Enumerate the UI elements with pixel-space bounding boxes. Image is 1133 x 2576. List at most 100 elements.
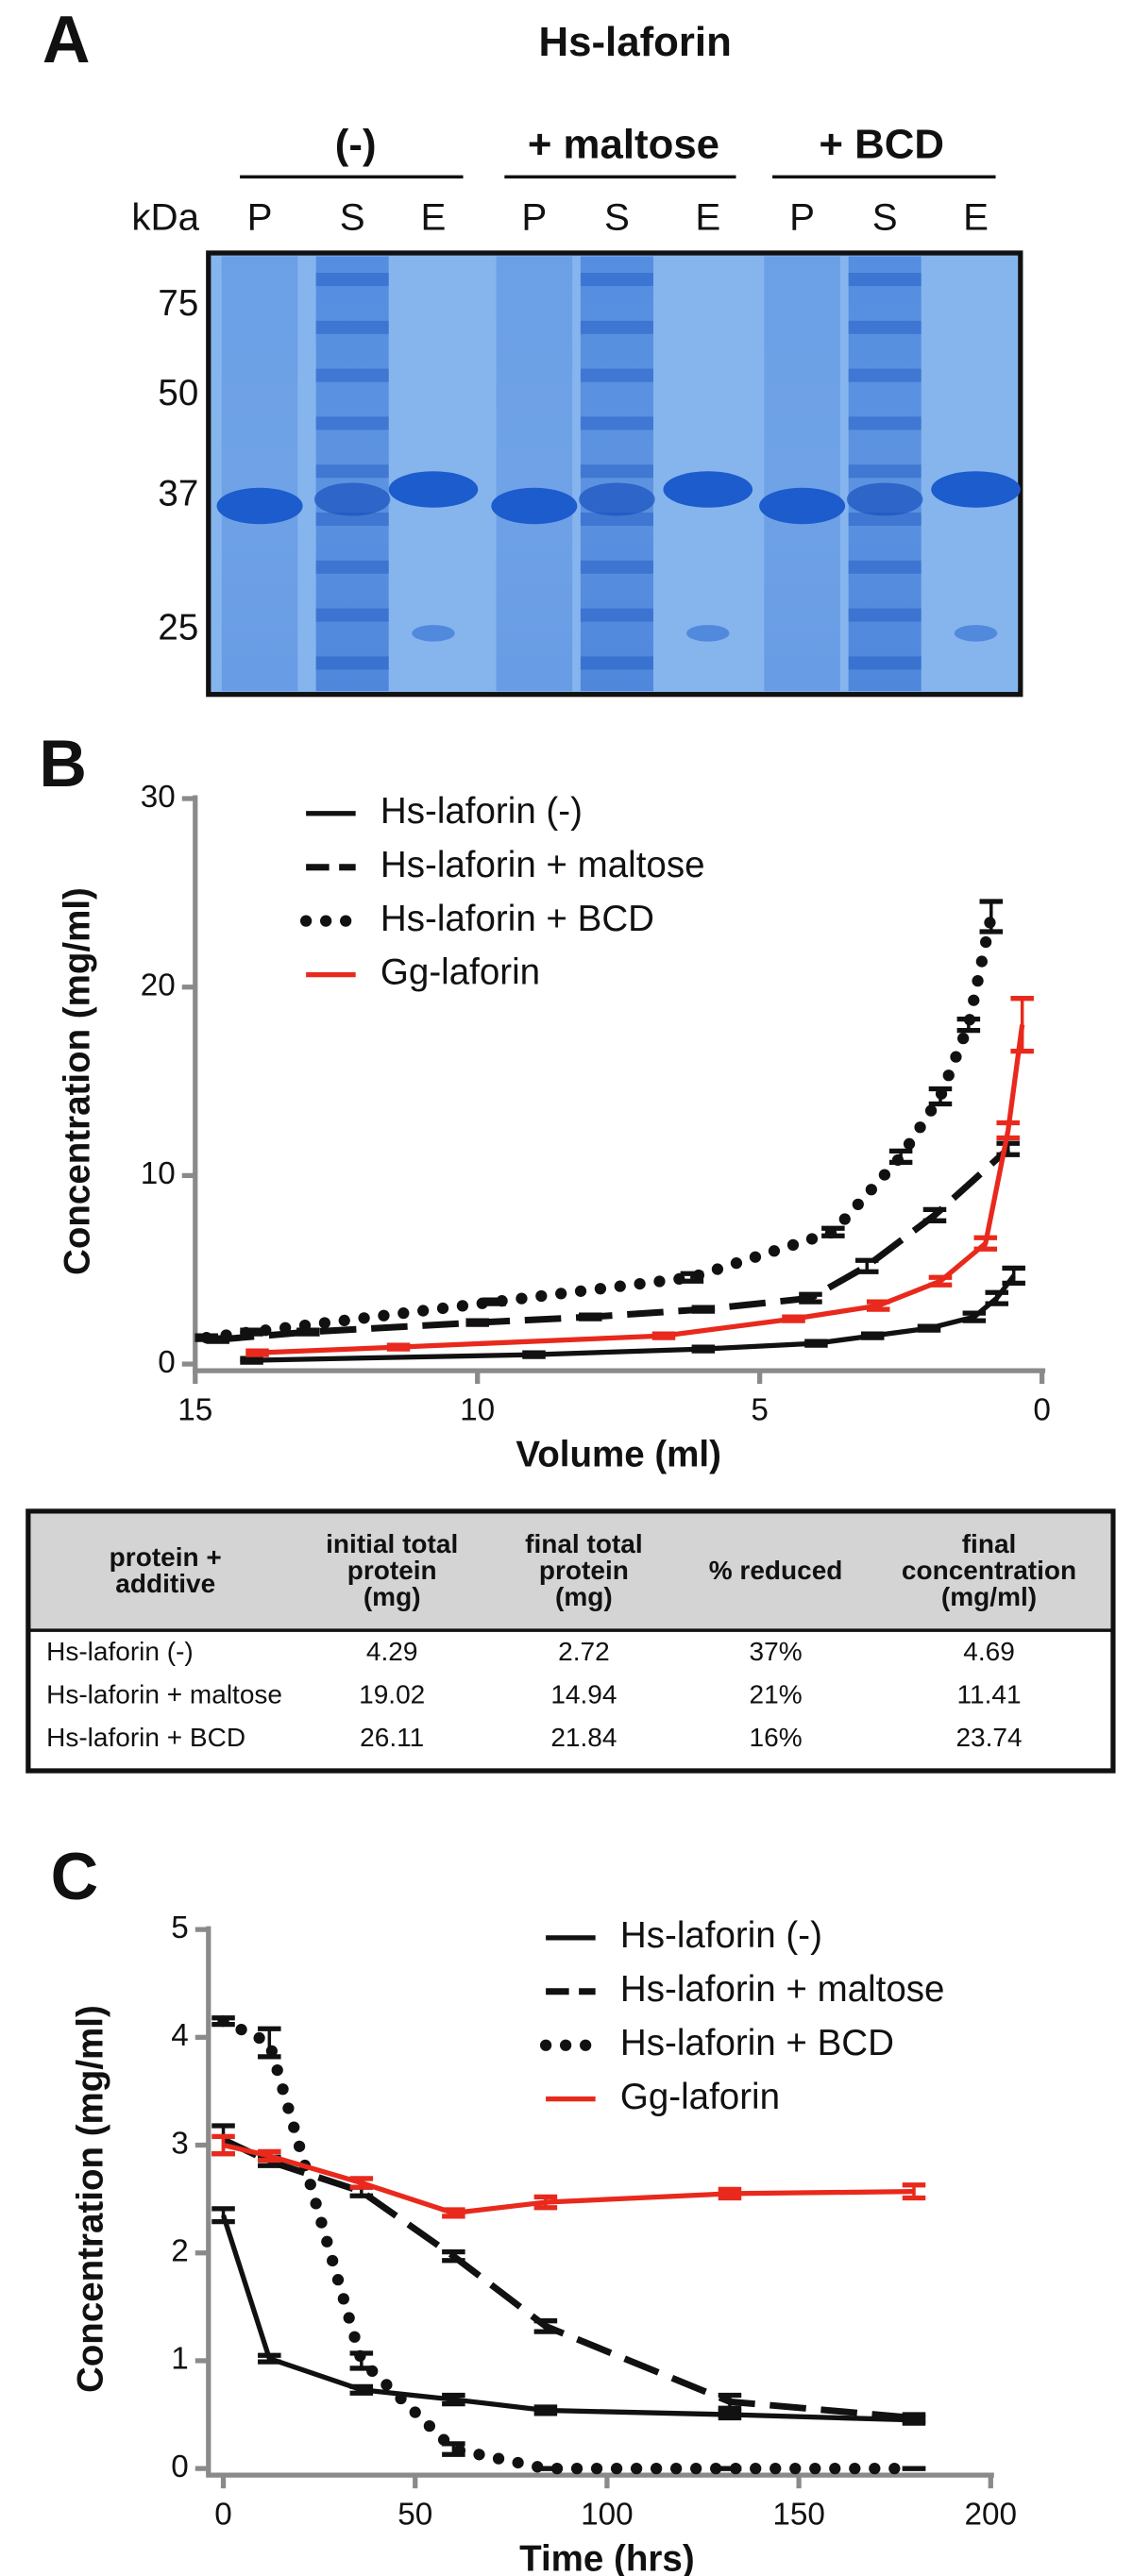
x-axis-title: Time (hrs) <box>519 2538 695 2576</box>
error-bar <box>718 2186 742 2201</box>
table-cell: 4.29 <box>366 1637 418 1666</box>
y-tick-label: 0 <box>171 2450 189 2484</box>
error-bar <box>533 2404 558 2416</box>
table-cell: 23.74 <box>955 1723 1022 1752</box>
table-cell: 19.02 <box>359 1680 425 1709</box>
table-cell: 4.69 <box>963 1637 1015 1666</box>
table-header: protein <box>539 1556 629 1585</box>
error-bar <box>888 1148 913 1166</box>
table-cell: 26.11 <box>360 1723 424 1752</box>
error-bar <box>442 2392 465 2407</box>
band <box>846 482 923 516</box>
error-bar <box>482 1297 506 1306</box>
table-header: concentration <box>902 1556 1076 1585</box>
table-header: final <box>962 1529 1017 1558</box>
error-bar <box>442 2248 465 2264</box>
panel-label: A <box>42 3 91 76</box>
band <box>954 625 998 642</box>
band <box>848 656 922 670</box>
table-cell: Hs-laforin + maltose <box>46 1680 282 1709</box>
error-bar <box>258 2148 281 2164</box>
error-bar <box>902 2412 926 2424</box>
band <box>759 487 846 525</box>
error-bar <box>296 1327 320 1337</box>
error-bar <box>442 2207 465 2219</box>
x-axis-title: Volume (ml) <box>516 1434 721 1474</box>
table-header: initial total <box>326 1529 458 1558</box>
table-header: (mg/ml) <box>941 1582 1037 1611</box>
lane-label: P <box>521 196 547 239</box>
lane-label: S <box>872 196 898 239</box>
error-bar <box>211 2133 235 2157</box>
error-bar <box>799 1291 822 1305</box>
band <box>579 482 655 516</box>
x-tick-label: 5 <box>751 1393 769 1428</box>
error-bar <box>973 1235 998 1252</box>
table-header: protein + <box>110 1542 222 1572</box>
band <box>848 512 922 527</box>
legend-label: Hs-laforin + maltose <box>380 845 705 885</box>
error-bar <box>985 1289 1009 1306</box>
x-tick-label: 15 <box>178 1393 212 1428</box>
band <box>848 320 922 334</box>
table-header: protein <box>347 1556 437 1585</box>
unit-label: kDa <box>131 196 199 239</box>
y-tick-label: 2 <box>171 2234 189 2269</box>
error-bar <box>821 1225 845 1238</box>
y-axis-title: Concentration (mg/ml) <box>57 887 97 1275</box>
lane-label: S <box>340 196 365 239</box>
y-tick-label: 10 <box>141 1156 176 1191</box>
band <box>848 560 922 574</box>
table-cell: 37% <box>750 1637 803 1666</box>
band <box>315 656 389 670</box>
band <box>580 464 653 479</box>
group-label: + maltose <box>528 121 719 167</box>
table-cell: 21.84 <box>550 1723 617 1752</box>
lane-smear <box>848 256 922 692</box>
band <box>848 416 922 430</box>
error-bar <box>533 2318 558 2334</box>
error-bar <box>680 1271 704 1284</box>
lane-smear <box>764 256 840 692</box>
lane-label: E <box>963 196 989 239</box>
x-tick-label: 0 <box>214 2498 232 2533</box>
band <box>216 487 303 525</box>
table-cell: Hs-laforin + BCD <box>46 1723 245 1752</box>
panel-label: C <box>51 1840 99 1913</box>
error-bar <box>240 1327 263 1337</box>
legend-label: Gg-laforin <box>620 2077 780 2117</box>
band <box>315 368 389 382</box>
table-cell: 14.94 <box>550 1680 617 1709</box>
table-header: (mg) <box>555 1582 613 1611</box>
error-bar <box>917 1323 941 1333</box>
lane-label: S <box>604 196 630 239</box>
legend-label: Gg-laforin <box>380 952 540 993</box>
error-bar <box>533 2194 558 2211</box>
panel-label: B <box>39 727 87 800</box>
band <box>313 482 391 516</box>
band <box>388 471 479 508</box>
lane-label: P <box>247 196 273 239</box>
marker-label: 75 <box>158 283 198 324</box>
error-bar <box>386 1342 411 1352</box>
band <box>491 487 578 525</box>
lane-label: E <box>695 196 720 239</box>
y-tick-label: 20 <box>141 968 176 1003</box>
group-label: (-) <box>335 121 377 167</box>
error-bar <box>902 2182 926 2201</box>
error-bar <box>996 1120 1020 1141</box>
lane-label: E <box>421 196 447 239</box>
table-header-fill <box>30 1513 1111 1630</box>
error-bar <box>718 2392 742 2411</box>
band <box>663 471 753 508</box>
band <box>315 560 389 574</box>
legend-label: Hs-laforin + BCD <box>380 899 654 939</box>
band <box>685 625 730 642</box>
marker-label: 25 <box>158 608 198 648</box>
band <box>931 471 1021 508</box>
legend-label: Hs-laforin + maltose <box>620 1969 945 2010</box>
band <box>580 512 653 527</box>
legend-label: Hs-laforin + BCD <box>620 2023 894 2063</box>
gel-title: Hs-laforin <box>539 19 732 65</box>
